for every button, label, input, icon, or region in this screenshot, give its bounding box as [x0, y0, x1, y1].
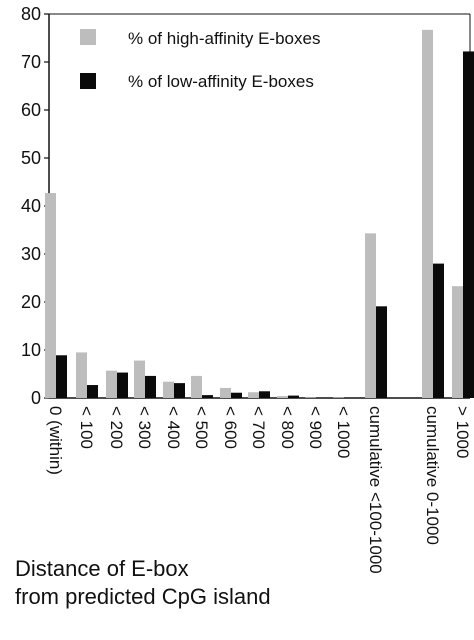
x-category-label: > 1000 — [453, 406, 472, 458]
y-tick-label: 80 — [21, 4, 41, 24]
bar-low-affinity-5 — [202, 395, 213, 398]
bar-low-affinity-4 — [174, 383, 185, 398]
x-category-label: < 1000 — [334, 406, 353, 458]
bar-low-affinity-0 — [56, 355, 67, 398]
y-tick-label: 40 — [21, 196, 41, 216]
bar-high-affinity-7 — [248, 392, 259, 398]
y-tick-label: 50 — [21, 148, 41, 168]
y-tick-label: 60 — [21, 100, 41, 120]
bar-low-affinity-13 — [463, 51, 474, 398]
bar-high-affinity-5 — [191, 375, 202, 398]
x-category-label: < 900 — [306, 406, 325, 449]
y-tick-label: 20 — [21, 292, 41, 312]
x-axis-title-line-1: Distance of E-box — [15, 556, 189, 581]
legend-label-low-affinity: % of low-affinity E-boxes — [128, 72, 314, 91]
chart-legend: % of high-affinity E-boxes % of low-affi… — [80, 29, 320, 91]
chart-category-labels: 0 (within) < 100 < 200 < 300 < 400 < 500 < 600… — [46, 406, 472, 574]
bar-high-affinity-0 — [45, 193, 56, 398]
legend-swatch-low-affinity — [80, 73, 96, 89]
x-category-label: 0 (within) — [46, 406, 65, 475]
x-category-label: < 500 — [192, 406, 211, 449]
bar-high-affinity-2 — [106, 370, 117, 398]
x-category-label: cumulative 0-1000 — [423, 406, 442, 545]
legend-swatch-high-affinity — [80, 29, 96, 45]
y-tick-label: 70 — [21, 52, 41, 72]
x-category-label: < 600 — [221, 406, 240, 449]
x-category-label: < 300 — [135, 406, 154, 449]
x-axis-title-line-2: from predicted CpG island — [15, 584, 271, 609]
y-tick-label: 30 — [21, 244, 41, 264]
x-category-label: < 200 — [107, 406, 126, 449]
x-category-label: < 800 — [278, 406, 297, 449]
bar-low-affinity-12 — [433, 263, 444, 398]
y-tick-label: 0 — [31, 388, 41, 408]
bar-low-affinity-6 — [231, 392, 242, 398]
bar-high-affinity-6 — [220, 387, 231, 398]
y-tick-label: 10 — [21, 340, 41, 360]
bar-high-affinity-13 — [452, 286, 463, 398]
x-axis-title: Distance of E-box from predicted CpG isl… — [15, 555, 271, 611]
x-category-label: < 400 — [164, 406, 183, 449]
bar-high-affinity-12 — [422, 29, 433, 399]
bar-low-affinity-3 — [145, 375, 156, 398]
bar-high-affinity-1 — [76, 352, 87, 398]
bar-high-affinity-8 — [277, 396, 288, 398]
x-category-label: < 100 — [77, 406, 96, 449]
bar-low-affinity-2 — [117, 372, 128, 398]
bar-high-affinity-11 — [365, 233, 376, 398]
bar-high-affinity-4 — [163, 381, 174, 398]
bar-low-affinity-1 — [87, 385, 98, 398]
legend-label-high-affinity: % of high-affinity E-boxes — [128, 29, 320, 48]
x-category-label: < 700 — [249, 406, 268, 449]
chart-bars — [45, 29, 474, 399]
chart-tick-labels: 0 10 20 30 40 50 60 70 80 — [21, 4, 41, 408]
bar-high-affinity-3 — [134, 360, 145, 398]
bar-low-affinity-8 — [288, 395, 299, 398]
bar-low-affinity-11 — [376, 306, 387, 398]
x-category-label: cumulative <100-1000 — [366, 406, 385, 574]
bar-low-affinity-7 — [259, 391, 270, 398]
